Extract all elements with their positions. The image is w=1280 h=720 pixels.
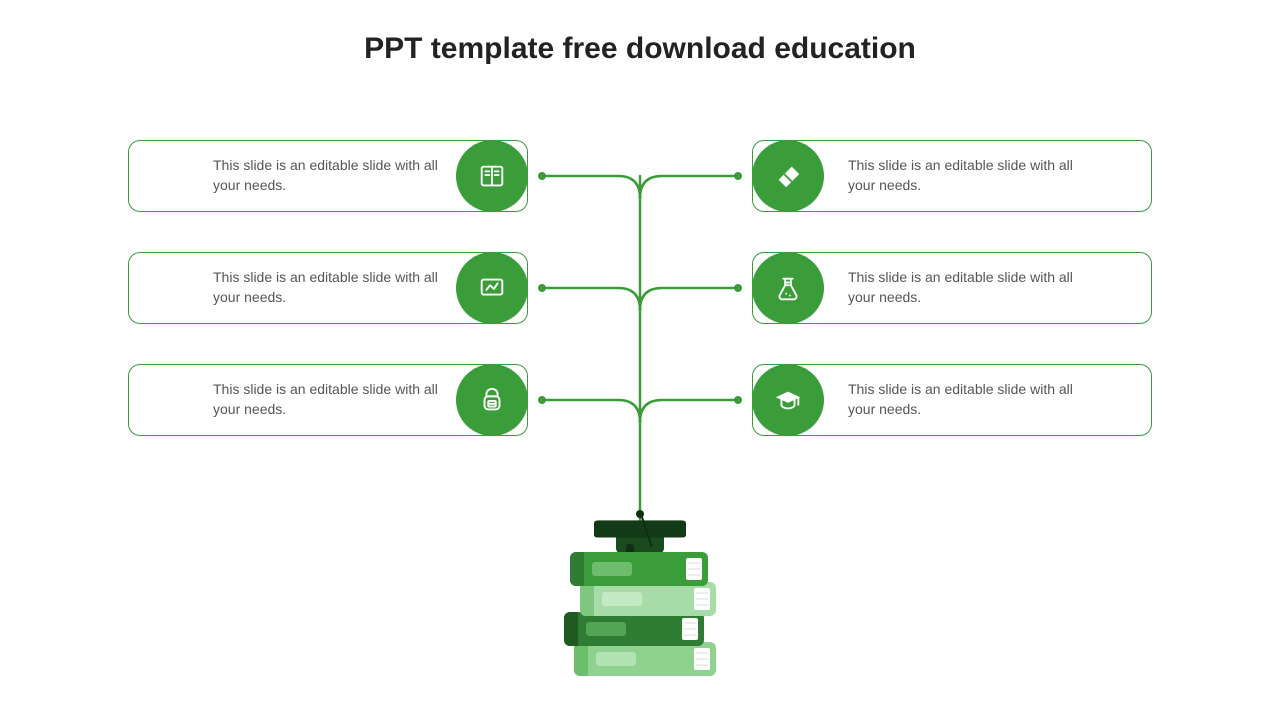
backpack-icon — [456, 364, 528, 436]
eraser-icon — [752, 140, 824, 212]
info-box-text: This slide is an editable slide with all… — [848, 156, 1078, 195]
monitor-icon — [456, 252, 528, 324]
book-3 — [580, 582, 716, 616]
beaker-icon — [752, 252, 824, 324]
info-box-text: This slide is an editable slide with all… — [848, 268, 1078, 307]
book-1 — [574, 642, 716, 676]
info-box-text: This slide is an editable slide with all… — [848, 380, 1078, 419]
slide-root: PPT template free download education Thi… — [0, 0, 1280, 720]
info-box-text: This slide is an editable slide with all… — [213, 268, 443, 307]
book-4 — [570, 552, 708, 586]
info-box-text: This slide is an editable slide with all… — [213, 156, 443, 195]
book-icon — [456, 140, 528, 212]
book-stack — [560, 530, 720, 700]
slide-title: PPT template free download education — [0, 32, 1280, 66]
book-2 — [564, 612, 704, 646]
info-box-text: This slide is an editable slide with all… — [213, 380, 443, 419]
cap-icon — [752, 364, 824, 436]
